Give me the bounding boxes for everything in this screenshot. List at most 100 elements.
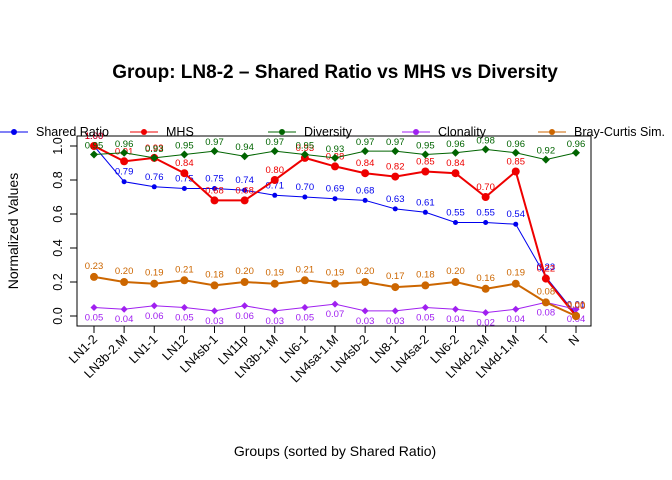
data-point	[90, 304, 98, 311]
data-label: 0.70	[296, 182, 315, 193]
data-label: 0.03	[386, 316, 405, 327]
data-label: 0.84	[356, 158, 375, 169]
data-label: 0.84	[446, 158, 465, 169]
data-point	[121, 179, 127, 185]
data-label: 0.63	[386, 194, 405, 205]
legend: Shared Ratio MHS Diversity Clonality Bray-Cu…	[0, 125, 665, 139]
data-point	[361, 278, 370, 286]
data-label: 0.05	[296, 313, 315, 324]
data-point	[180, 276, 189, 285]
data-point	[391, 172, 400, 181]
data-label: 0.19	[507, 268, 526, 279]
data-point	[511, 279, 520, 288]
data-label: 1.00	[85, 131, 104, 142]
data-point	[302, 194, 308, 200]
data-point	[151, 184, 157, 190]
series-shared-ratio: 1.00 0.79 0.76 0.75 0.75 0.74 0.71 0.70 0.69 0.68…	[85, 131, 586, 317]
data-point	[451, 278, 460, 286]
x-axis-label: Groups (sorted by Shared Ratio)	[234, 443, 436, 459]
y-tick-label: 0.6	[51, 205, 65, 222]
data-label: 0.84	[175, 158, 194, 169]
data-label: 0.93	[145, 144, 164, 155]
data-point	[300, 150, 309, 159]
data-point	[481, 145, 490, 154]
data-label: 0.20	[115, 266, 134, 277]
legend-label: Clonality	[438, 125, 487, 139]
data-point	[240, 278, 249, 286]
series-clonality: 0.05 0.04 0.06 0.05 0.03 0.06 0.03 0.05 0.07 0.03…	[85, 298, 585, 329]
data-label: 0.06	[235, 311, 254, 322]
legend-label: Diversity	[304, 125, 353, 139]
legend-item: Clonality	[402, 125, 487, 139]
data-label: 0.18	[416, 269, 435, 280]
data-label: 0.93	[145, 143, 164, 154]
data-point	[180, 169, 189, 178]
data-label: 0.03	[205, 316, 224, 327]
data-label: 0.96	[567, 139, 586, 150]
data-point	[391, 147, 400, 156]
data-point	[481, 193, 490, 201]
data-point	[361, 147, 370, 156]
data-point	[361, 307, 369, 315]
data-label: 0.97	[356, 137, 375, 148]
data-label: 0.93	[326, 144, 345, 155]
data-label: 0.04	[446, 314, 465, 325]
data-label: 0.23	[85, 261, 104, 272]
data-label: 0.69	[326, 184, 345, 195]
data-point	[180, 304, 188, 311]
data-label: 0.74	[235, 175, 254, 186]
data-point	[391, 307, 399, 315]
data-point	[331, 162, 339, 171]
series-line	[93, 145, 577, 315]
data-point	[90, 150, 98, 159]
data-point	[572, 305, 580, 313]
legend-swatch-marker	[141, 129, 147, 135]
y-tick-label: 0.2	[51, 273, 65, 290]
data-label: 0.08	[537, 286, 556, 297]
data-label: 0.85	[507, 157, 526, 168]
legend-label: MHS	[166, 125, 194, 139]
data-point	[211, 307, 218, 315]
data-point	[90, 142, 98, 150]
data-point	[331, 153, 339, 162]
y-axis-label: Normalized Values	[5, 173, 21, 289]
data-label: 0.05	[85, 313, 104, 324]
data-point	[301, 304, 309, 311]
data-label: 0.71	[266, 180, 285, 191]
data-point	[210, 281, 219, 290]
data-label: 0.75	[205, 174, 224, 185]
chart-title: Group: LN8-2 – Shared Ratio vs MHS vs Di…	[112, 62, 558, 83]
data-point	[240, 196, 249, 205]
data-point	[362, 197, 368, 203]
data-point	[300, 276, 309, 285]
data-label: 0.08	[537, 307, 556, 318]
data-label: 0.68	[205, 185, 224, 196]
data-label: 0.04	[507, 314, 526, 325]
data-point	[391, 283, 400, 292]
data-point	[150, 279, 159, 288]
data-point	[240, 152, 249, 161]
data-point	[120, 305, 128, 313]
y-tick-label: 0.0	[51, 307, 65, 324]
data-point	[150, 302, 158, 310]
data-label: 0.80	[266, 165, 285, 176]
data-label: 0.70	[476, 182, 495, 193]
data-label: 0.96	[507, 139, 526, 150]
data-point	[210, 196, 219, 205]
data-label: 0.00	[567, 300, 586, 311]
data-point	[541, 155, 550, 164]
data-label: 0.22	[537, 264, 556, 275]
data-label: 0.68	[356, 185, 375, 196]
legend-swatch-marker	[549, 129, 555, 135]
data-label: 0.54	[507, 209, 526, 220]
data-label: 0.01	[567, 299, 586, 310]
y-tick-label: 0.4	[51, 239, 65, 256]
data-label: 0.19	[145, 268, 164, 279]
data-label: 0.07	[326, 309, 345, 320]
data-point	[421, 281, 430, 290]
data-label: 0.19	[326, 268, 345, 279]
data-label: 0.21	[296, 264, 315, 275]
data-label: 0.18	[205, 269, 224, 280]
data-label: 0.94	[235, 142, 254, 153]
